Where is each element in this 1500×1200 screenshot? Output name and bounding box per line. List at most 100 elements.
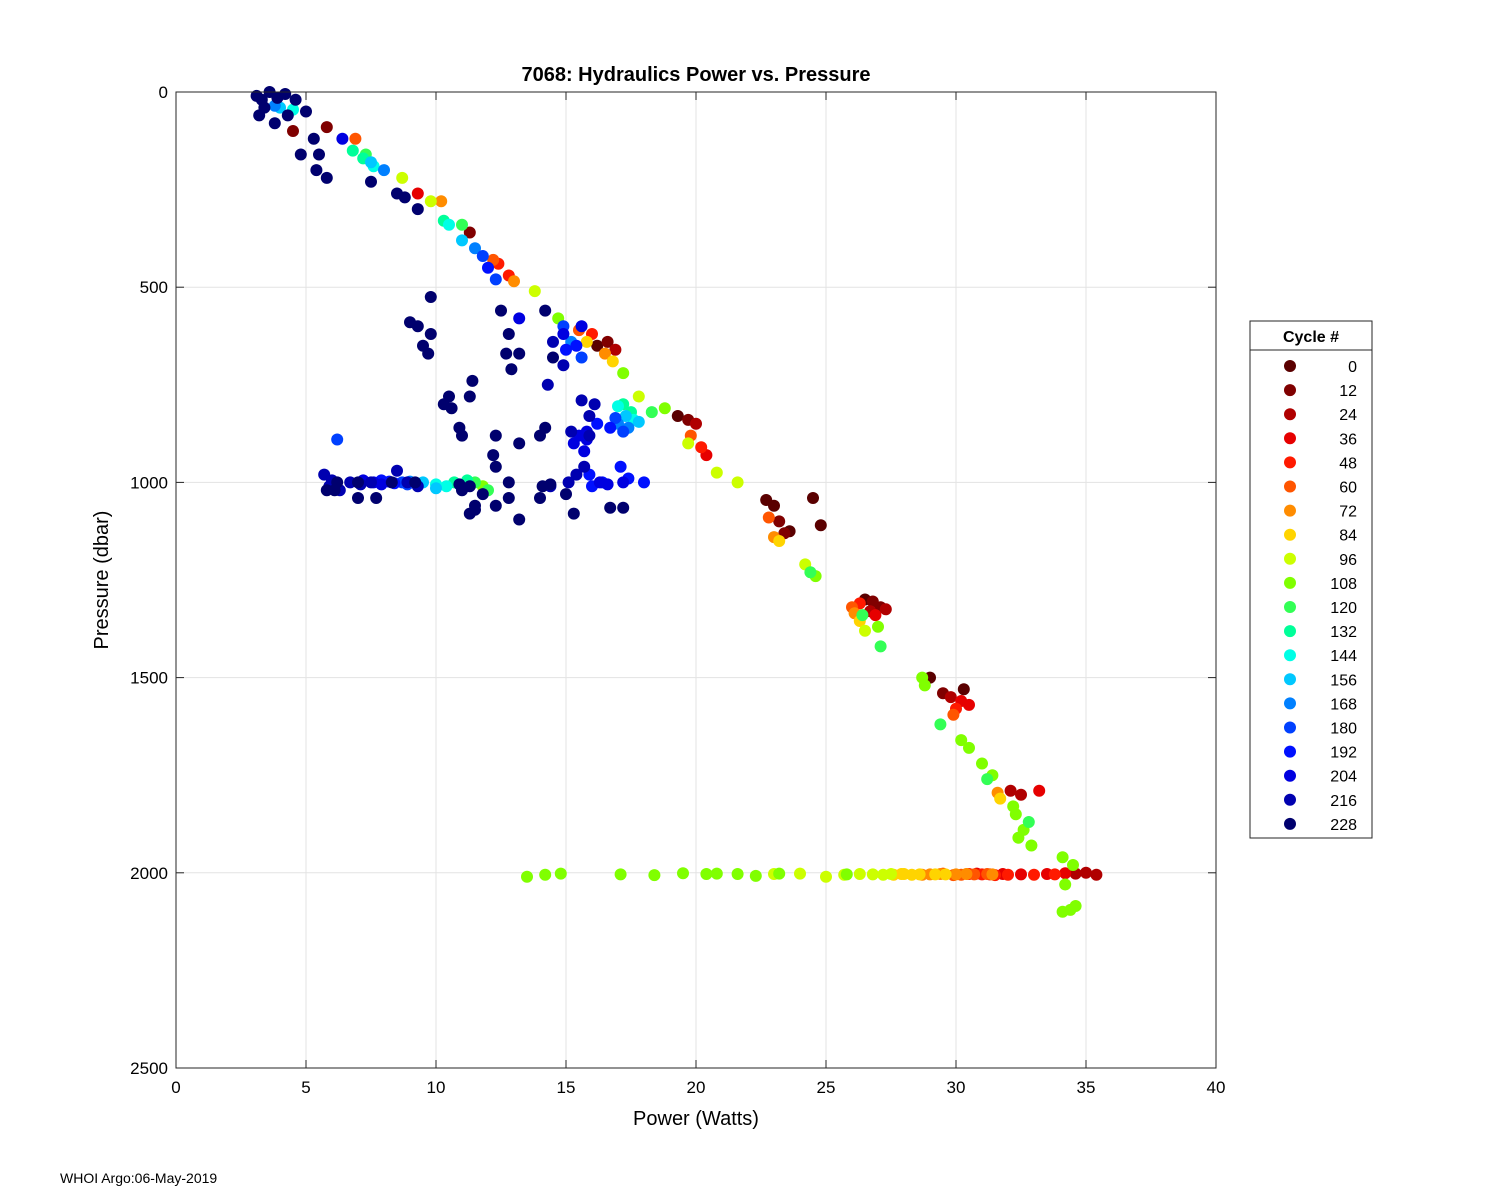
legend-marker (1284, 552, 1296, 565)
data-point (554, 867, 567, 880)
data-point (445, 402, 458, 415)
legend-marker (1284, 480, 1296, 493)
data-point (310, 164, 323, 177)
legend-marker (1284, 360, 1296, 372)
data-point (505, 363, 518, 376)
legend-item: 108 (1284, 576, 1357, 593)
data-point (609, 412, 622, 424)
legend-marker (1284, 721, 1296, 734)
y-tick-label: 500 (140, 278, 168, 297)
data-point (424, 328, 437, 340)
legend-label: 84 (1339, 528, 1357, 545)
data-point (502, 492, 515, 504)
data-point (536, 480, 549, 493)
legend-marker (1284, 504, 1296, 517)
y-tick-label: 1500 (130, 669, 168, 688)
data-point (645, 406, 658, 419)
data-point (619, 410, 632, 422)
data-point (281, 109, 294, 122)
data-point (435, 195, 448, 208)
data-point (986, 868, 999, 881)
data-point (614, 460, 627, 473)
data-point (320, 121, 333, 134)
data-point (547, 335, 559, 348)
data-point (463, 226, 476, 239)
data-point (469, 242, 481, 255)
legend-marker (1284, 576, 1296, 589)
data-point (599, 347, 611, 360)
data-point (963, 698, 975, 711)
data-point (617, 367, 630, 380)
legend-item: 72 (1284, 504, 1357, 521)
x-axis-label: Power (Watts) (633, 1108, 759, 1130)
legend-label: 132 (1330, 624, 1357, 641)
data-point (365, 175, 377, 188)
data-point (443, 390, 455, 403)
data-point (409, 476, 422, 489)
legend-item: 0 (1284, 359, 1357, 376)
data-point (370, 492, 383, 504)
data-point (591, 339, 604, 352)
data-point (682, 437, 695, 450)
data-point (422, 347, 435, 360)
data-point (1012, 831, 1025, 844)
data-point (567, 437, 580, 450)
data-point (866, 868, 879, 881)
data-point (378, 164, 390, 177)
legend-label: 156 (1330, 672, 1357, 689)
data-point (534, 492, 546, 504)
data-point (601, 335, 614, 348)
data-point (612, 400, 624, 413)
data-point (567, 507, 580, 520)
data-point (913, 868, 926, 881)
series-cycle-120 (359, 148, 1035, 828)
data-point (700, 868, 713, 880)
legend-item: 96 (1284, 552, 1357, 569)
data-point (476, 488, 489, 501)
data-point (287, 125, 299, 137)
data-point (872, 620, 884, 633)
legend-marker (1284, 408, 1296, 421)
data-point (1015, 868, 1027, 881)
data-point (885, 868, 897, 880)
data-point (365, 476, 377, 489)
data-point (430, 482, 442, 495)
x-tick-label: 35 (1077, 1078, 1096, 1097)
data-point (557, 328, 570, 340)
data-point (963, 741, 975, 754)
data-point (513, 347, 526, 360)
legend-item: 12 (1284, 383, 1357, 400)
data-point (710, 867, 723, 880)
data-point (513, 437, 526, 450)
legend-label: 228 (1330, 817, 1357, 834)
legend-title: Cycle # (1283, 329, 1339, 346)
data-point (385, 476, 398, 489)
legend: Cycle # 0 12 24 36 48 60 72 84 96 108 120 132 144 156… (1249, 320, 1373, 839)
data-point (575, 320, 588, 333)
legend-item: 168 (1284, 696, 1357, 713)
data-point (396, 171, 409, 184)
legend-marker (1284, 384, 1296, 397)
legend-label: 96 (1339, 552, 1357, 569)
data-point (294, 148, 307, 161)
data-point (570, 468, 583, 481)
data-point (918, 679, 931, 692)
legend-label: 60 (1339, 480, 1357, 497)
data-point (879, 603, 892, 616)
legend-marker (1284, 817, 1296, 830)
data-point (671, 410, 684, 422)
data-point (508, 275, 520, 288)
data-point (638, 476, 650, 489)
data-point (349, 132, 362, 145)
data-point (456, 234, 468, 247)
legend-marker (1284, 769, 1296, 782)
chart-title: 7068: Hydraulics Power vs. Pressure (521, 64, 870, 86)
data-point (1004, 784, 1017, 797)
data-point (352, 476, 364, 489)
data-point (976, 757, 988, 770)
data-point (521, 870, 533, 883)
series-cycle-0 (591, 339, 970, 696)
legend-label: 144 (1330, 648, 1357, 665)
legend-marker (1284, 793, 1296, 806)
